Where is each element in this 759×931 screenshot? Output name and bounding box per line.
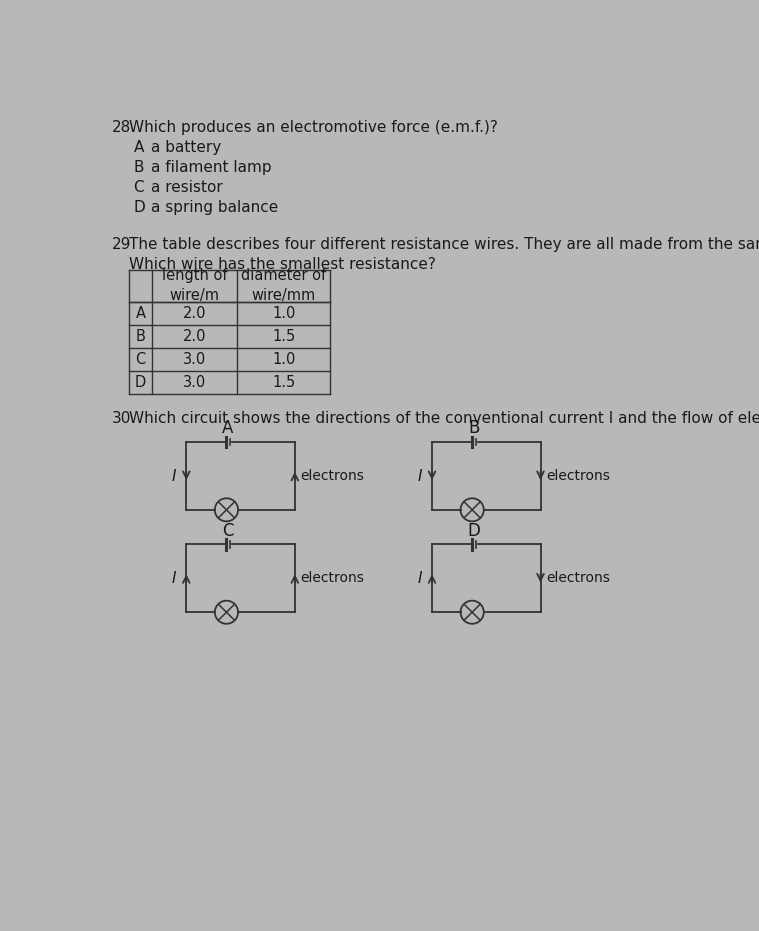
Text: 3.0: 3.0 xyxy=(183,375,206,390)
Text: $I$: $I$ xyxy=(417,468,423,484)
Text: B: B xyxy=(468,419,480,438)
Text: length of
wire/m: length of wire/m xyxy=(162,268,228,304)
Text: 1.5: 1.5 xyxy=(272,375,295,390)
Text: A: A xyxy=(136,306,146,321)
Text: 29: 29 xyxy=(112,237,131,252)
Text: Which wire has the smallest resistance?: Which wire has the smallest resistance? xyxy=(129,257,436,272)
Text: The table describes four different resistance wires. They are all made from the : The table describes four different resis… xyxy=(129,237,759,252)
Text: Which circuit shows the directions of the conventional current I and the flow of: Which circuit shows the directions of th… xyxy=(129,412,759,426)
Text: a spring balance: a spring balance xyxy=(151,200,278,215)
Text: electrons: electrons xyxy=(546,572,609,586)
Text: D: D xyxy=(135,375,146,390)
Text: 1.0: 1.0 xyxy=(272,352,296,367)
Text: a battery: a battery xyxy=(151,141,221,155)
Text: a resistor: a resistor xyxy=(151,181,222,196)
Text: A: A xyxy=(134,141,144,155)
Text: diameter of
wire/mm: diameter of wire/mm xyxy=(241,268,326,304)
Text: a filament lamp: a filament lamp xyxy=(151,160,271,175)
Text: 1.5: 1.5 xyxy=(272,329,295,344)
Text: electrons: electrons xyxy=(301,469,364,483)
Text: C: C xyxy=(135,352,146,367)
Text: electrons: electrons xyxy=(546,469,609,483)
Text: B: B xyxy=(136,329,146,344)
Text: 1.0: 1.0 xyxy=(272,306,296,321)
Text: $I$: $I$ xyxy=(171,468,177,484)
Text: C: C xyxy=(134,181,144,196)
Text: D: D xyxy=(468,521,480,540)
Text: $I$: $I$ xyxy=(171,571,177,587)
Text: 2.0: 2.0 xyxy=(183,306,206,321)
Text: Which produces an electromotive force (e.m.f.)?: Which produces an electromotive force (e… xyxy=(129,120,498,135)
Text: C: C xyxy=(222,521,234,540)
Text: 3.0: 3.0 xyxy=(183,352,206,367)
Text: A: A xyxy=(222,419,234,438)
Text: B: B xyxy=(134,160,144,175)
Text: $I$: $I$ xyxy=(417,571,423,587)
Text: electrons: electrons xyxy=(301,572,364,586)
Text: 30: 30 xyxy=(112,412,131,426)
Text: D: D xyxy=(134,200,146,215)
Text: 28: 28 xyxy=(112,120,131,135)
Text: 2.0: 2.0 xyxy=(183,329,206,344)
